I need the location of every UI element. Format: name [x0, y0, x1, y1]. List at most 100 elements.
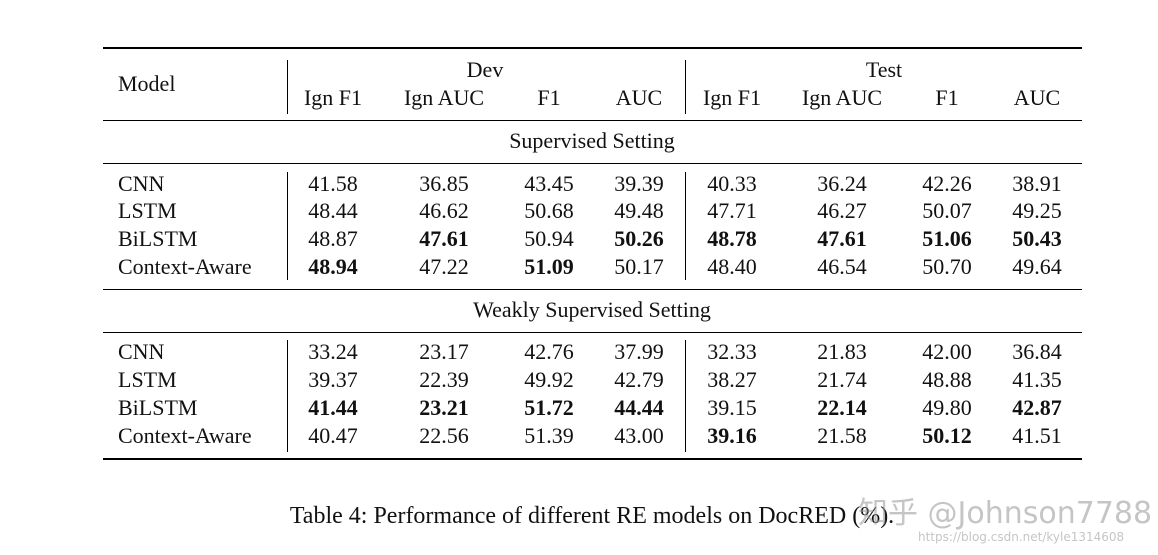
cell: 32.33: [707, 339, 757, 364]
divider: [287, 60, 288, 114]
cell: 41.51: [1012, 423, 1062, 448]
cell: 46.54: [817, 254, 867, 279]
column-header: F1: [935, 85, 959, 110]
cell: 43.45: [524, 171, 574, 196]
bottom-rule: [103, 458, 1082, 460]
cell: 42.79: [614, 367, 664, 392]
divider: [287, 172, 288, 280]
cell: 42.87: [1012, 395, 1062, 420]
cell: 38.27: [707, 367, 757, 392]
cell: 48.88: [922, 367, 972, 392]
cell: 41.35: [1012, 367, 1062, 392]
cell: 36.85: [419, 171, 469, 196]
cell: 41.44: [308, 395, 358, 420]
cell: 37.99: [614, 339, 664, 364]
cell: 21.58: [817, 423, 867, 448]
header-group: Dev: [466, 57, 504, 82]
column-header: Ign AUC: [403, 85, 485, 110]
cell: 51.39: [524, 423, 574, 448]
column-header: F1: [537, 85, 561, 110]
cell: 48.78: [707, 226, 757, 251]
cell: 39.37: [308, 367, 358, 392]
cell: 48.87: [308, 226, 358, 251]
column-header: Ign AUC: [801, 85, 883, 110]
cell: 49.64: [1012, 254, 1062, 279]
cell: 44.44: [614, 395, 664, 420]
row-label: BiLSTM: [118, 395, 198, 420]
cell: 49.25: [1012, 198, 1062, 223]
watermark: 知乎 @Johnson7788: [858, 496, 1153, 531]
watermark-url: https://blog.csdn.net/kyle1314608: [918, 530, 1125, 544]
row-label: Context-Aware: [118, 254, 252, 279]
cell: 36.84: [1012, 339, 1062, 364]
cell: 46.62: [419, 198, 469, 223]
divider: [287, 340, 288, 452]
divider: [685, 172, 686, 280]
cell: 50.26: [614, 226, 664, 251]
cell: 47.22: [419, 254, 469, 279]
rule: [103, 332, 1082, 333]
cell: 21.74: [817, 367, 867, 392]
cell: 21.83: [817, 339, 867, 364]
section-title: Supervised Setting: [509, 128, 675, 153]
rule: [103, 120, 1082, 121]
cell: 40.33: [707, 171, 757, 196]
cell: 48.44: [308, 198, 358, 223]
cell: 50.12: [922, 423, 972, 448]
cell: 51.09: [524, 254, 574, 279]
cell: 48.94: [308, 254, 358, 279]
cell: 46.27: [817, 198, 867, 223]
cell: 43.00: [614, 423, 664, 448]
column-header: Ign F1: [702, 85, 762, 110]
cell: 39.16: [707, 423, 757, 448]
cell: 23.21: [419, 395, 469, 420]
row-label: LSTM: [118, 367, 177, 392]
cell: 47.71: [707, 198, 757, 223]
divider: [685, 60, 686, 114]
cell: 48.40: [707, 254, 757, 279]
cell: 33.24: [308, 339, 358, 364]
cell: 36.24: [817, 171, 867, 196]
cell: 50.68: [524, 198, 574, 223]
rule: [103, 163, 1082, 164]
cell: 40.47: [308, 423, 358, 448]
cell: 42.26: [922, 171, 972, 196]
cell: 22.56: [419, 423, 469, 448]
caption: Table 4: Performance of different RE mod…: [289, 503, 895, 529]
cell: 50.07: [922, 198, 972, 223]
cell: 47.61: [817, 226, 867, 251]
divider: [685, 340, 686, 452]
cell: 49.48: [614, 198, 664, 223]
cell: 50.94: [524, 226, 574, 251]
rule: [103, 289, 1082, 290]
cell: 50.43: [1012, 226, 1062, 251]
cell: 51.06: [922, 226, 972, 251]
column-header: AUC: [615, 85, 663, 110]
header-group: Test: [865, 57, 903, 82]
cell: 49.80: [922, 395, 972, 420]
row-label: CNN: [118, 339, 165, 364]
column-header: Ign F1: [303, 85, 363, 110]
row-label: LSTM: [118, 198, 177, 223]
cell: 22.39: [419, 367, 469, 392]
cell: 47.61: [419, 226, 469, 251]
cell: 22.14: [817, 395, 867, 420]
top-rule: [103, 47, 1082, 49]
cell: 38.91: [1012, 171, 1062, 196]
cell: 42.00: [922, 339, 972, 364]
cell: 49.92: [524, 367, 574, 392]
cell: 50.17: [614, 254, 664, 279]
header-model: Model: [118, 71, 176, 96]
cell: 51.72: [524, 395, 574, 420]
cell: 41.58: [308, 171, 358, 196]
cell: 42.76: [524, 339, 574, 364]
row-label: CNN: [118, 171, 165, 196]
cell: 23.17: [419, 339, 469, 364]
row-label: Context-Aware: [118, 423, 252, 448]
section-title: Weakly Supervised Setting: [473, 297, 711, 322]
cell: 39.39: [614, 171, 664, 196]
row-label: BiLSTM: [118, 226, 198, 251]
cell: 50.70: [922, 254, 972, 279]
cell: 39.15: [707, 395, 757, 420]
